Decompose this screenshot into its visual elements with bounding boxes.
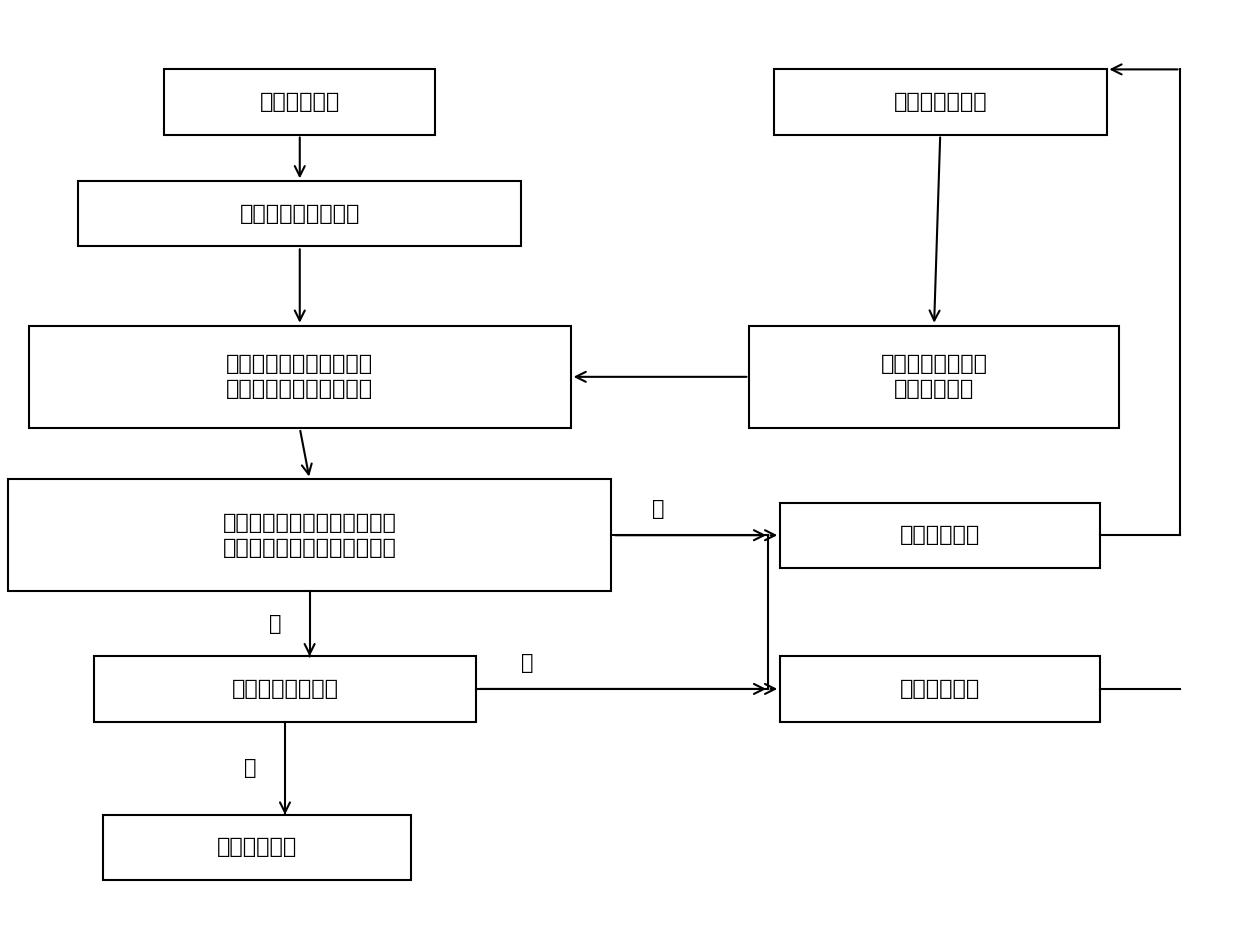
Text: 修改设备尺寸: 修改设备尺寸 [900,525,981,545]
Text: 是否有优化空间？: 是否有优化空间？ [232,679,339,699]
Text: 绘制流化床不同高度下体
积占比与对应限值的曲线: 绘制流化床不同高度下体 积占比与对应限值的曲线 [226,354,373,400]
Text: 是: 是 [521,653,534,673]
Text: 无限长圆柱临界计算: 无限长圆柱临界计算 [239,204,360,224]
Bar [103,815,410,880]
Bar [164,70,435,134]
Text: 是: 是 [269,614,281,634]
Text: 流化床初步设计: 流化床初步设计 [894,92,987,112]
Bar [780,656,1100,722]
Bar [94,656,476,722]
Bar [29,325,570,428]
Bar [78,181,522,246]
Text: 否: 否 [244,759,257,778]
Text: 否: 否 [652,499,665,519]
Text: 三氧化铀参数: 三氧化铀参数 [259,92,340,112]
Text: 临界复核计算: 临界复核计算 [217,838,296,857]
Text: 修改工艺参数: 修改工艺参数 [900,679,981,699]
Text: 流化床不同高度下
体积占比计算: 流化床不同高度下 体积占比计算 [880,354,987,400]
Text: 流化床体积占比曲线是否在整
个高度上位于限值曲线之下？: 流化床体积占比曲线是否在整 个高度上位于限值曲线之下？ [223,513,397,557]
Bar [774,70,1106,134]
Bar [780,503,1100,568]
Bar [7,479,611,591]
Bar [749,325,1118,428]
